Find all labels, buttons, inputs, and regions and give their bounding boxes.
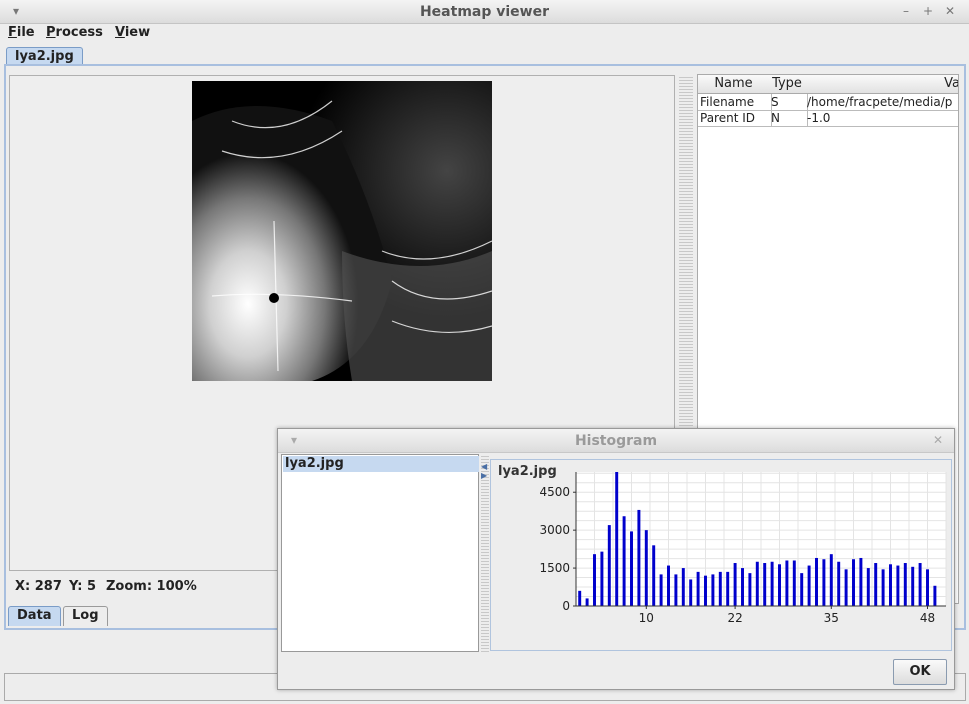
histogram-bar	[741, 568, 744, 606]
histogram-bar	[815, 557, 818, 606]
histogram-bar	[859, 557, 863, 606]
histogram-bar	[889, 564, 892, 606]
collapse-right-icon[interactable]: ▶	[481, 471, 488, 480]
histogram-bar	[704, 575, 707, 606]
column-header-type[interactable]: Type	[769, 75, 806, 94]
histogram-bar	[585, 598, 589, 606]
histogram-bar	[644, 530, 648, 606]
histogram-bar	[874, 563, 878, 606]
histogram-bar	[852, 559, 855, 606]
list-item[interactable]: lya2.jpg	[283, 456, 479, 472]
histogram-bar	[837, 561, 841, 606]
histogram-bar	[792, 560, 796, 606]
histogram-bar	[926, 569, 929, 606]
histogram-bar	[755, 561, 759, 606]
histogram-bar	[726, 571, 730, 606]
dialog-splitter[interactable]: ◀ ▶	[481, 454, 489, 652]
histogram-bar	[844, 569, 848, 606]
histogram-bar	[770, 561, 774, 606]
x-tick-label: 48	[920, 611, 935, 625]
dialog-menu-icon[interactable]: ▾	[290, 433, 298, 447]
maximize-icon[interactable]: +	[922, 4, 934, 18]
histogram-title: Histogram	[574, 433, 658, 449]
tab-document[interactable]: lya2.jpg	[6, 47, 83, 66]
column-header-value[interactable]: Va	[805, 75, 958, 94]
histogram-bar	[800, 573, 804, 606]
status-y: Y: 5	[69, 579, 97, 594]
histogram-dialog: ▾ Histogram ✕ lya2.jpg ◀ ▶ lya2.jpg 0 150…	[277, 428, 955, 690]
status-x: X: 287	[15, 579, 62, 594]
histogram-chart: lya2.jpg 0 1500 3000 4500 10 22 35 48	[498, 464, 947, 625]
histogram-image-list[interactable]: lya2.jpg	[281, 454, 479, 652]
histogram-bar	[607, 525, 611, 606]
y-tick-label: 0	[562, 599, 570, 613]
table-cell[interactable]: S	[769, 94, 808, 111]
histogram-bar	[785, 560, 789, 606]
histogram-bar	[711, 574, 715, 606]
histogram-bar	[881, 569, 885, 606]
menubar: File Process View	[0, 24, 969, 44]
histogram-bar	[911, 566, 915, 606]
histogram-bar	[622, 516, 626, 606]
status-zoom: Zoom: 100%	[106, 579, 197, 594]
menu-view[interactable]: View	[115, 25, 151, 40]
histogram-bar	[600, 551, 604, 606]
histogram-bar	[593, 554, 596, 606]
ok-button-label: OK	[909, 664, 931, 679]
histogram-bar	[578, 590, 582, 606]
tab-data[interactable]: Data	[8, 606, 61, 626]
window-titlebar: ▾ Heatmap viewer – + ✕	[0, 0, 969, 24]
histogram-bar	[615, 472, 619, 606]
window-title: Heatmap viewer	[419, 4, 550, 20]
table-cell[interactable]: Parent ID	[698, 110, 772, 127]
table-cell[interactable]: Filename	[698, 94, 772, 111]
table-cell[interactable]: /home/fracpete/media/p	[805, 94, 958, 111]
histogram-bar	[918, 563, 922, 606]
histogram-bar	[822, 559, 826, 606]
collapse-left-icon[interactable]: ◀	[481, 462, 488, 471]
ok-button[interactable]: OK	[893, 659, 947, 685]
y-tick-label: 4500	[539, 485, 570, 499]
histogram-bar	[630, 531, 633, 606]
tab-log[interactable]: Log	[63, 606, 108, 626]
histogram-bar	[778, 564, 781, 606]
x-tick-label: 35	[824, 611, 839, 625]
chart-title: lya2.jpg	[498, 464, 557, 479]
column-header-name[interactable]: Name	[698, 75, 770, 94]
histogram-titlebar: ▾ Histogram ✕	[278, 429, 954, 453]
status-bar: X: 287 Y: 5 Zoom: 100%	[9, 575, 329, 599]
minimize-icon[interactable]: –	[903, 4, 909, 18]
histogram-chart-panel: lya2.jpg 0 1500 3000 4500 10 22 35 48	[490, 459, 952, 651]
histogram-bar	[637, 509, 641, 606]
histogram-bar	[763, 563, 767, 606]
histogram-bar	[674, 574, 678, 606]
menu-process[interactable]: Process	[46, 25, 103, 40]
histogram-bar	[748, 573, 752, 606]
histogram-bar	[718, 571, 722, 606]
close-icon[interactable]: ✕	[944, 4, 956, 18]
histogram-bar	[696, 571, 700, 606]
y-tick-label: 1500	[539, 561, 570, 575]
histogram-bar	[866, 568, 870, 606]
x-tick-label: 10	[639, 611, 654, 625]
menu-file[interactable]: File	[8, 25, 35, 40]
x-tick-label: 22	[727, 611, 742, 625]
histogram-bar	[667, 565, 670, 606]
table-cell[interactable]: -1.0	[805, 110, 958, 127]
histogram-bar	[896, 565, 900, 606]
histogram-bar	[659, 574, 663, 606]
histogram-bar	[829, 554, 833, 606]
heatmap-image[interactable]	[192, 81, 493, 381]
y-tick-label: 3000	[539, 523, 570, 537]
histogram-bar	[807, 565, 811, 606]
histogram-bar	[933, 585, 937, 606]
histogram-bar	[733, 563, 737, 606]
dialog-close-icon[interactable]: ✕	[932, 433, 944, 447]
histogram-bar	[681, 568, 685, 606]
table-cell[interactable]: N	[769, 110, 808, 127]
histogram-bar	[652, 545, 656, 606]
histogram-bar	[903, 563, 907, 606]
histogram-bar	[689, 579, 693, 606]
window-menu-icon[interactable]: ▾	[12, 4, 20, 18]
